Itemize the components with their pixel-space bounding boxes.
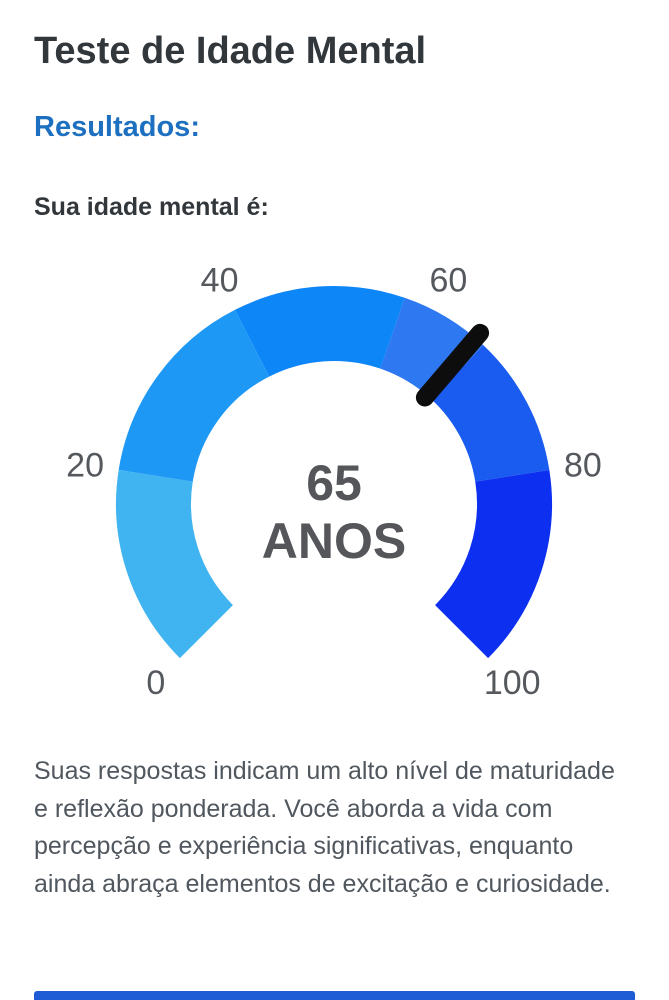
results-heading: Resultados: bbox=[34, 110, 200, 143]
mental-age-subheading: Sua idade mental é: bbox=[34, 193, 269, 222]
gauge-segment bbox=[118, 310, 270, 484]
gauge-value-text: 65 bbox=[306, 455, 362, 511]
gauge-tick-label: 80 bbox=[564, 447, 602, 485]
gauge-needle-icon bbox=[415, 324, 490, 407]
gauge-tick-label: 20 bbox=[66, 447, 104, 485]
gauge-arc-segments bbox=[116, 286, 552, 659]
gauge-segment bbox=[431, 345, 550, 484]
gauge-tick-label: 100 bbox=[484, 665, 541, 703]
result-description: Suas respostas indicam um alto nível de … bbox=[34, 757, 615, 898]
gauge-tick-labels: 0 20 40 60 80 100 bbox=[66, 262, 602, 703]
gauge-tick-label: 40 bbox=[201, 262, 239, 300]
gauge-segment bbox=[116, 470, 234, 659]
bottom-button-edge[interactable] bbox=[34, 991, 635, 1000]
gauge-tick-label: 60 bbox=[429, 262, 467, 300]
page-title: Teste de Idade Mental bbox=[34, 30, 427, 72]
page-content: Teste de Idade Mental Resultados: Sua id… bbox=[14, 30, 654, 898]
gauge-unit-text: ANOS bbox=[262, 513, 406, 569]
gauge-segment bbox=[235, 286, 405, 378]
gauge-container: 0 20 40 60 80 100 65 ANOS bbox=[14, 254, 654, 729]
gauge-segment bbox=[434, 470, 552, 659]
gauge-tick-label: 0 bbox=[146, 665, 165, 703]
mental-age-gauge-chart: 0 20 40 60 80 100 65 ANOS bbox=[66, 262, 602, 703]
